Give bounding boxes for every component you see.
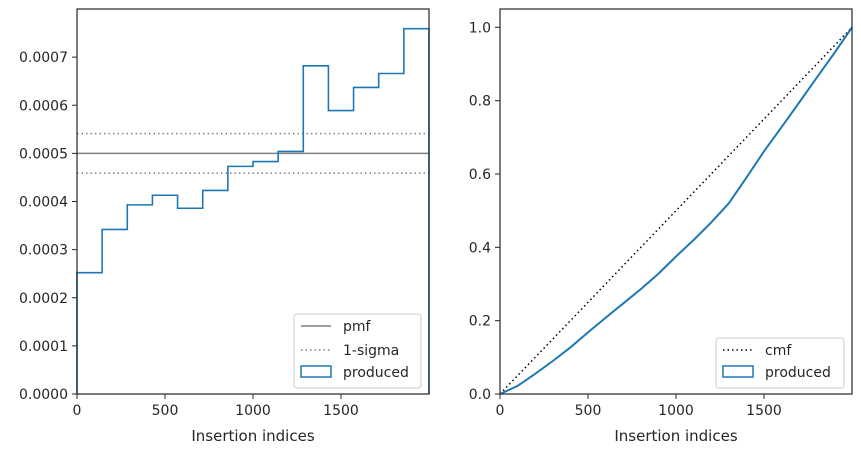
legend-produced-label: produced	[343, 365, 409, 381]
left-x-axis-label: Insertion indices	[191, 427, 314, 445]
right-y-tick-label: 1.0	[469, 20, 491, 36]
left-chart-panel: 0 500 1000 1500 0.00000.00010.00020.00030.0…	[19, 8, 430, 445]
legend-produced-swatch	[300, 365, 332, 378]
left-x-tick-label: 1000	[235, 403, 271, 419]
left-y-tick-label: 0.0006	[19, 98, 68, 114]
left-y-tick-label: 0.0005	[19, 146, 68, 162]
left-plot-area	[76, 27, 430, 394]
right-y-tick-label: 0.8	[469, 94, 491, 110]
legend-pmf-label: pmf	[343, 319, 372, 335]
right-plot-area	[499, 26, 853, 395]
legend-produced-swatch-right	[722, 365, 754, 378]
legend-cmf-label: cmf	[765, 343, 792, 359]
left-y-tick-label: 0.0000	[19, 387, 68, 403]
legend-sigma-label: 1-sigma	[343, 343, 399, 359]
left-y-tick-label: 0.0004	[19, 195, 68, 211]
right-x-tick-label: 1000	[658, 403, 694, 419]
right-y-tick-label: 0.4	[469, 240, 491, 256]
right-legend: cmf produced	[715, 337, 845, 389]
legend-produced-label-right: produced	[765, 365, 831, 381]
left-x-ticks: 0 500 1000 1500	[73, 394, 359, 419]
left-y-tick-label: 0.0003	[19, 243, 68, 259]
right-x-tick-label: 1500	[746, 403, 782, 419]
left-y-tick-label: 0.0002	[19, 291, 68, 307]
right-y-tick-label: 0.2	[469, 314, 491, 330]
cmf-line	[499, 26, 853, 395]
left-legend-box	[293, 313, 422, 389]
left-x-tick-label: 1500	[323, 403, 359, 419]
right-x-tick-label: 0	[496, 403, 505, 419]
right-y-ticks: 0.0 0.2 0.4 0.6 0.8 1.0	[469, 20, 500, 403]
produced-cumulative-line	[499, 26, 853, 395]
left-y-tick-label: 0.0001	[19, 339, 68, 355]
produced-step-histogram	[76, 27, 430, 394]
right-chart-panel: 0 500 1000 1500 0.0 0.2 0.4 0.6 0.8 1.0 Insertio…	[469, 8, 853, 445]
left-x-tick-label: 0	[73, 403, 82, 419]
right-y-tick-label: 0.6	[469, 167, 491, 183]
right-x-tick-label: 500	[575, 403, 602, 419]
left-y-ticks: 0.0000 0.0001 0.0002 0.0003 0.0004 0.0005 0.00…	[19, 50, 77, 403]
right-axes-frame	[499, 8, 853, 395]
right-legend-box	[715, 337, 845, 389]
right-y-tick-label: 0.0	[469, 387, 491, 403]
right-x-axis-label: Insertion indices	[614, 427, 737, 445]
right-x-ticks: 0 500 1000 1500	[496, 394, 782, 419]
left-legend: pmf 1-sigma produced	[293, 313, 422, 389]
left-y-tick-label: 0.0007	[19, 50, 68, 66]
left-x-tick-label: 500	[152, 403, 179, 419]
